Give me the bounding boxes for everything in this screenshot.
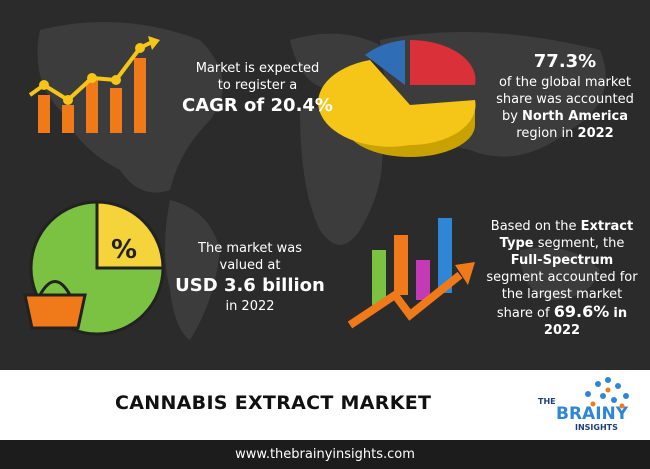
highlight: 77.3% [533,51,597,72]
highlight: 69.6% [553,302,610,321]
text: segment accounted for the largest market… [486,270,638,321]
highlight: CAGR of 20.4% [182,95,333,116]
highlight: USD 3.6 billion [175,275,325,296]
svg-text:%: % [111,235,137,265]
text: of the global market [498,75,632,90]
valuation-block: The market was valued at USD 3.6 billion… [175,240,325,315]
artwork: % [23,22,606,340]
logo-text: BRAINY [556,404,629,424]
segment-icon [347,218,475,329]
highlight: Extract Type [499,219,634,251]
text: valued at [219,258,281,273]
text: by [501,109,518,124]
highlight: in 2022 [543,306,628,338]
highlight: Full-Spectrum [510,253,614,268]
percent-icon: % [23,200,165,336]
growth-icon [28,36,160,133]
text: to register a [217,78,298,93]
title: CANNABIS EXTRACT MARKET [115,392,432,414]
logo-text: INSIGHTS [575,423,618,432]
share-block: 77.3% of the global market share was acc… [485,50,645,142]
text: segment, the [537,236,625,251]
text: Based on the [490,219,577,234]
pie-icon [318,39,476,157]
logo-mark [585,377,629,409]
text: The market was [198,241,302,256]
segment-block: Based on the Extract Type segment, the F… [482,218,642,339]
cagr-block: Market is expected to register a CAGR of… [180,60,335,118]
text: Market is expected [195,61,320,76]
title-band [0,370,650,440]
text: share was accounted [496,92,634,107]
highlight: North America [522,109,629,124]
logo-text: THE [538,397,556,406]
text: region in [516,126,574,141]
text: in 2022 [225,299,275,314]
highlight: 2022 [577,126,614,141]
footer-url: www.thebrainyinsights.com [0,440,650,469]
